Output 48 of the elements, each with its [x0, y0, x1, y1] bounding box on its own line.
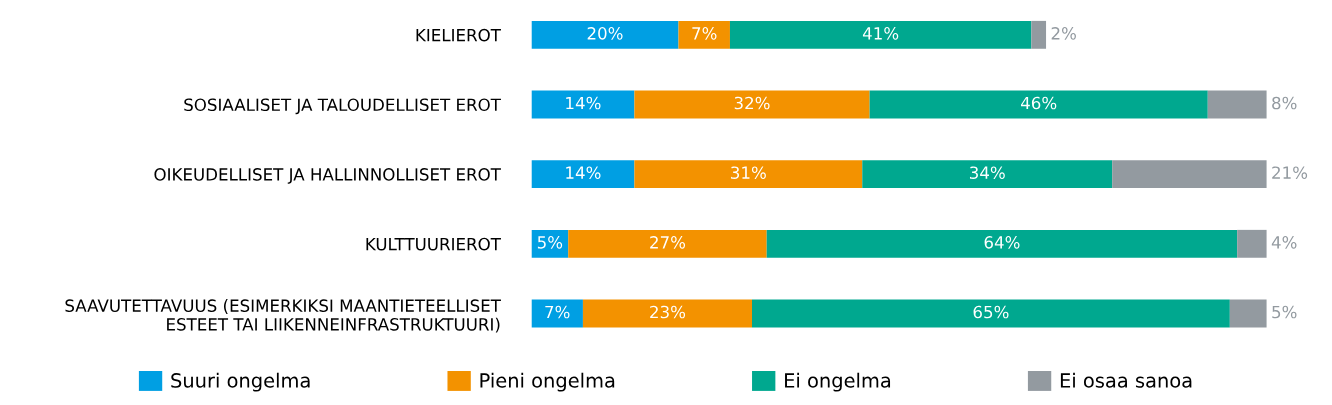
data-label: 20% [587, 27, 623, 40]
bar [1112, 160, 1267, 189]
data-label: 4% [1271, 236, 1297, 249]
legend-label: Ei ongelma [785, 372, 891, 392]
data-label: 7% [545, 305, 570, 319]
legend-label: Ei osaa sanoa [1060, 372, 1192, 388]
data-label: 46% [1020, 96, 1057, 110]
y-tick-label: KULTTUURIEROT [366, 237, 501, 251]
bar [531, 20, 679, 49]
bar [1031, 20, 1047, 49]
data-label: 14% [566, 96, 601, 110]
data-label: 23% [650, 305, 686, 319]
bar [862, 160, 1113, 189]
data-label: 5% [1272, 305, 1297, 319]
bar [634, 90, 870, 119]
bar [1207, 90, 1267, 119]
bar [582, 299, 752, 328]
data-label: 8% [1272, 96, 1297, 110]
data-label: 27% [650, 236, 686, 249]
bar [752, 299, 1230, 328]
data-label: 31% [731, 166, 766, 179]
bar [531, 160, 635, 189]
legend-label: Pieni ongelma [480, 372, 615, 392]
data-label: 64% [984, 236, 1020, 249]
data-label: 21% [1272, 166, 1308, 179]
bar [531, 299, 583, 328]
bar [869, 90, 1208, 119]
data-label: 34% [969, 166, 1005, 179]
bar [729, 20, 1032, 49]
bar [1237, 229, 1267, 258]
y-tick-label: SAAVUTETTAVUUS (ESIMERKIKSI MAANTIETEELLISET ESTEET TAI LIIKENNEINFRASTRUKTUURI) [65, 299, 501, 333]
data-label: 7% [692, 27, 717, 40]
legend-label: Suuri ongelma [171, 372, 310, 392]
data-label: 65% [973, 305, 1009, 319]
y-tick-label: OIKEUDELLISET JA HALLINNOLLISET EROT [154, 168, 501, 184]
data-label: 32% [734, 96, 770, 110]
y-tick-label: SOSIAALISET JA TALOUDELLISET EROT [184, 98, 501, 115]
bar [766, 229, 1238, 258]
y-tick-label: KIELIEROT [416, 28, 501, 42]
bar [1229, 299, 1267, 328]
data-label: 41% [862, 27, 899, 40]
data-label: 2% [1051, 27, 1076, 40]
bar [568, 229, 767, 258]
bar [678, 20, 730, 49]
data-label: 14% [566, 166, 601, 179]
bar [634, 160, 863, 189]
bar [531, 90, 635, 119]
data-label: 5% [537, 236, 563, 249]
